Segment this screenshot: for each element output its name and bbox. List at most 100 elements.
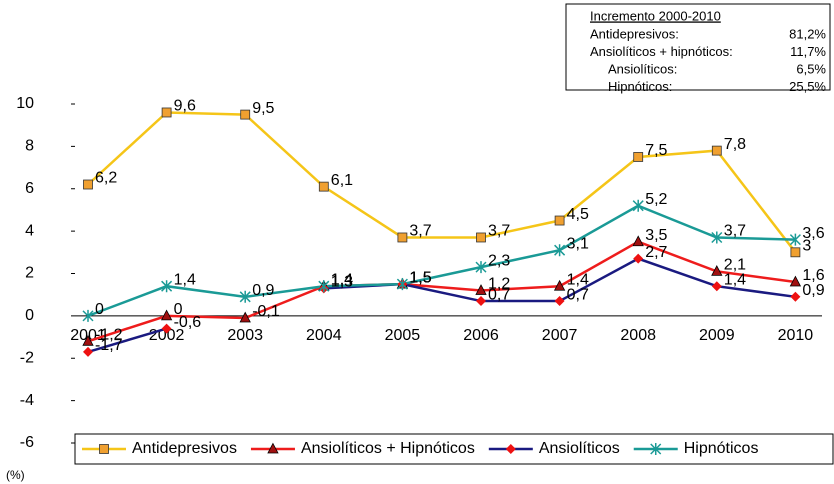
increment-value: 25,5% xyxy=(789,79,826,94)
data-label: 1,5 xyxy=(409,269,431,286)
y-tick-label: 8 xyxy=(25,138,34,155)
x-tick-label: 2004 xyxy=(306,327,342,344)
point xyxy=(632,235,644,247)
data-label: 7,8 xyxy=(724,136,746,153)
series-line xyxy=(87,240,796,343)
y-tick-label: -4 xyxy=(20,392,34,409)
data-label: 1,5 xyxy=(409,269,431,286)
data-label: 7,5 xyxy=(645,142,667,159)
y-tick-label: 2 xyxy=(25,265,34,282)
point xyxy=(475,284,487,295)
data-label: 0 xyxy=(174,301,183,318)
point xyxy=(160,309,173,321)
point xyxy=(161,323,172,334)
point xyxy=(711,265,723,276)
increment-title: Incremento 2000-2010 xyxy=(590,8,721,23)
series-line xyxy=(87,204,796,318)
increment-value: 11,7% xyxy=(790,44,826,59)
point xyxy=(476,232,486,243)
point xyxy=(239,290,251,303)
y-tick-label: 6 xyxy=(25,180,34,197)
data-label: 1,5 xyxy=(409,269,431,286)
data-label: 5,2 xyxy=(645,191,667,208)
data-label: 1,4 xyxy=(174,271,196,288)
legend-marker xyxy=(505,444,516,454)
y-tick-label: -2 xyxy=(20,349,34,366)
data-label: 1,2 xyxy=(488,276,510,293)
data-label: 0,9 xyxy=(802,282,824,299)
point xyxy=(790,291,801,302)
point xyxy=(633,253,644,264)
legend-label: Ansiolíticos xyxy=(539,440,620,457)
data-label: 4,5 xyxy=(567,206,589,223)
legend-marker xyxy=(99,444,109,454)
legend-label: Antidepresivos xyxy=(132,440,237,457)
point xyxy=(83,179,93,190)
point xyxy=(239,311,251,323)
y-tick-label: -6 xyxy=(20,434,34,451)
legend-marker xyxy=(267,442,279,454)
data-label: 1,3 xyxy=(331,274,353,291)
data-label: -0,6 xyxy=(174,314,202,331)
data-label: 9,5 xyxy=(252,100,274,117)
data-label: 3 xyxy=(802,238,811,255)
data-label: 2,3 xyxy=(488,252,510,269)
data-label: 3,1 xyxy=(567,235,589,252)
increment-box xyxy=(565,3,831,91)
point xyxy=(789,233,801,246)
data-label: 3,5 xyxy=(645,227,667,244)
data-label: 2,7 xyxy=(645,244,667,261)
data-label: 3,7 xyxy=(488,223,510,240)
legend-box xyxy=(74,433,834,465)
x-tick-label: 2003 xyxy=(227,327,263,344)
point xyxy=(554,244,566,257)
point xyxy=(318,181,329,192)
point xyxy=(554,215,565,226)
data-label: 0,7 xyxy=(488,286,510,303)
point xyxy=(553,279,566,291)
point xyxy=(711,231,723,244)
increment-value: 81,2% xyxy=(789,26,826,41)
increment-label: Antidepresivos: xyxy=(590,26,679,41)
legend-label: Ansiolíticos + Hipnóticos xyxy=(301,440,475,457)
point xyxy=(790,247,801,258)
x-tick-label: 2007 xyxy=(542,327,578,344)
point xyxy=(475,261,487,274)
data-label: 6,1 xyxy=(331,172,353,189)
point xyxy=(318,280,330,293)
point xyxy=(396,278,408,291)
x-tick-label: 2010 xyxy=(778,327,814,344)
data-label: -1,2 xyxy=(95,327,123,344)
point xyxy=(554,296,565,307)
increment-label: Ansiolíticos: xyxy=(608,61,677,76)
increment-value: 6,5% xyxy=(796,61,826,76)
data-label: -0,1 xyxy=(252,303,280,320)
y-tick-label: 4 xyxy=(25,222,34,239)
data-label: 3,7 xyxy=(409,223,431,240)
point xyxy=(82,334,94,346)
y-unit-label: (%) xyxy=(6,468,25,482)
legend-marker xyxy=(650,443,662,455)
data-label: 3,6 xyxy=(802,225,824,242)
data-label: -1,7 xyxy=(95,337,123,354)
data-label: 0,9 xyxy=(252,282,274,299)
point xyxy=(83,346,93,357)
point xyxy=(161,107,172,118)
x-tick-label: 2008 xyxy=(620,327,656,344)
data-label: 9,6 xyxy=(174,98,196,115)
point xyxy=(82,309,94,322)
point xyxy=(397,232,408,243)
data-label: 1,4 xyxy=(567,271,589,288)
point xyxy=(632,199,644,212)
y-tick-label: 0 xyxy=(25,307,34,324)
point xyxy=(711,145,722,156)
point xyxy=(633,152,644,162)
point xyxy=(789,275,802,287)
data-label: 2,1 xyxy=(724,257,746,274)
data-label: 1,6 xyxy=(802,267,824,284)
data-label: 1,4 xyxy=(331,271,353,288)
data-label: 1,4 xyxy=(331,271,353,288)
x-tick-label: 2009 xyxy=(699,327,735,344)
